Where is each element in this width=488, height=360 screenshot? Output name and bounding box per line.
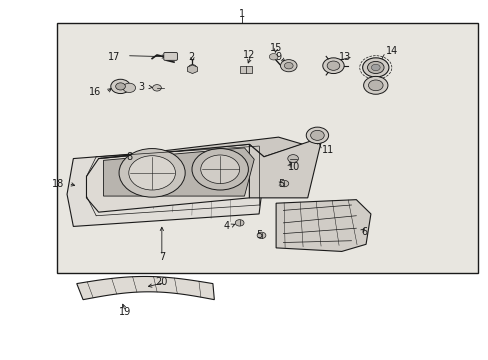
Circle shape (116, 83, 125, 90)
Text: 5: 5 (255, 230, 262, 240)
Circle shape (305, 127, 328, 144)
Text: 11: 11 (322, 145, 334, 155)
Circle shape (111, 79, 130, 94)
Circle shape (152, 85, 161, 91)
Text: 16: 16 (89, 87, 101, 98)
Circle shape (201, 155, 239, 184)
Text: 6: 6 (361, 227, 366, 237)
Circle shape (119, 149, 185, 197)
Text: 2: 2 (187, 52, 194, 62)
Polygon shape (86, 144, 264, 212)
Circle shape (363, 76, 387, 94)
Polygon shape (276, 200, 370, 251)
Circle shape (280, 180, 288, 187)
Circle shape (367, 62, 383, 73)
Circle shape (192, 149, 248, 190)
Text: 1: 1 (239, 9, 244, 19)
Text: 20: 20 (155, 277, 168, 287)
Circle shape (280, 60, 296, 72)
Circle shape (128, 156, 175, 190)
Polygon shape (187, 65, 197, 73)
Text: 12: 12 (243, 50, 255, 60)
Circle shape (326, 61, 339, 70)
Text: 8: 8 (126, 152, 132, 162)
Text: 7: 7 (159, 252, 164, 262)
Bar (239, 66, 251, 73)
Circle shape (368, 80, 382, 91)
Circle shape (371, 64, 379, 71)
Text: 14: 14 (385, 46, 397, 57)
Text: 9: 9 (275, 52, 281, 62)
Text: 19: 19 (119, 307, 131, 317)
Circle shape (188, 64, 196, 70)
Polygon shape (67, 144, 266, 226)
Circle shape (310, 130, 324, 140)
Circle shape (269, 54, 278, 60)
Circle shape (257, 232, 265, 239)
Text: 5: 5 (278, 179, 284, 189)
Bar (57, 23, 477, 273)
Text: 15: 15 (269, 43, 282, 53)
Circle shape (322, 58, 344, 73)
FancyBboxPatch shape (163, 53, 177, 60)
Text: 17: 17 (108, 52, 120, 62)
Text: 13: 13 (339, 52, 351, 62)
Polygon shape (99, 137, 302, 158)
Text: 18: 18 (52, 179, 64, 189)
Text: 3: 3 (139, 82, 144, 92)
Circle shape (235, 220, 244, 226)
Text: 10: 10 (287, 162, 300, 172)
Polygon shape (249, 137, 322, 198)
Circle shape (287, 155, 298, 162)
Text: 4: 4 (224, 221, 229, 231)
Circle shape (122, 83, 135, 93)
Polygon shape (103, 148, 254, 196)
Polygon shape (77, 276, 214, 300)
Circle shape (284, 63, 292, 69)
Circle shape (362, 58, 388, 77)
